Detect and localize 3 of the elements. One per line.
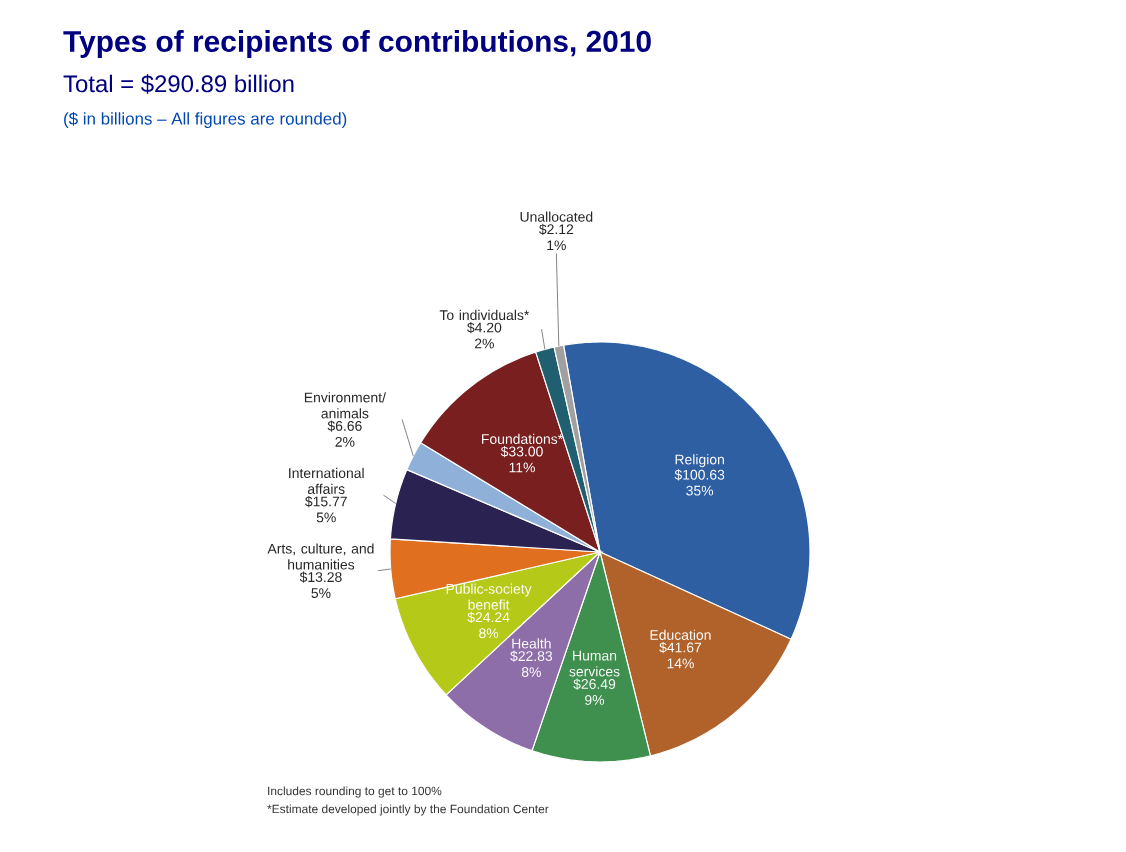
chart-title: Types of recipients of contributions, 2010 <box>63 30 651 58</box>
chart-subtitle: Total = $290.89 billion <box>63 74 294 94</box>
text: ($ in billions – All figures are rounded) <box>64 111 347 128</box>
